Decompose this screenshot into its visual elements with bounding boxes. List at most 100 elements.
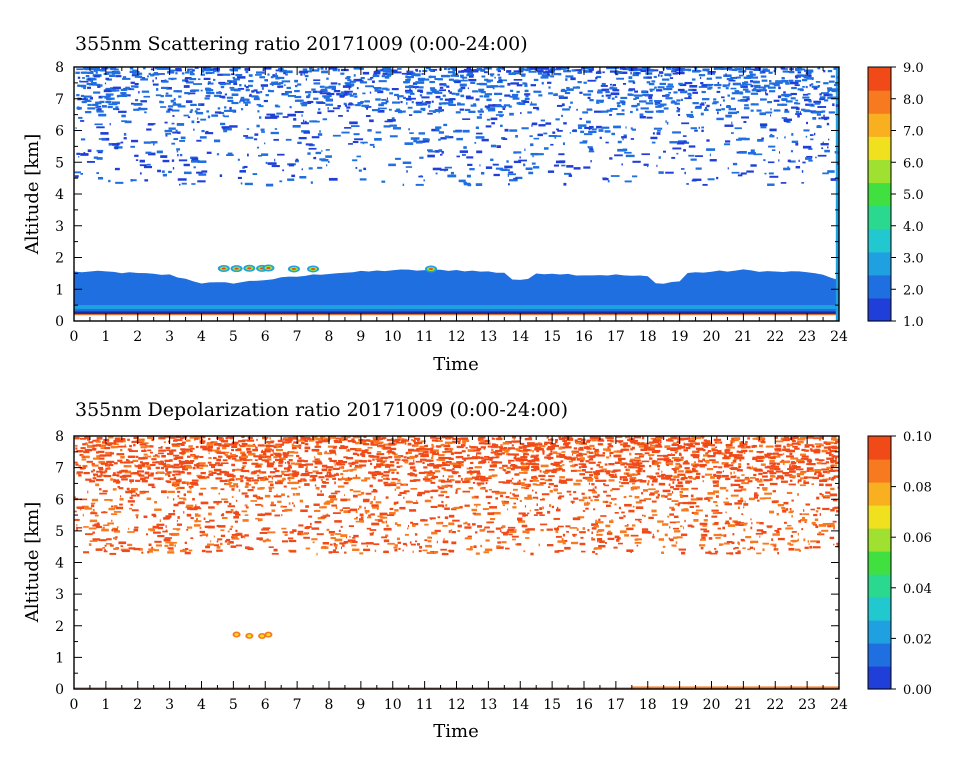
cirrus-mark: [316, 443, 319, 446]
cirrus-mark: [539, 482, 547, 485]
cirrus-mark: [429, 470, 432, 473]
cirrus-mark: [130, 179, 137, 182]
x-tick-label: 14: [511, 329, 529, 345]
cirrus-mark: [628, 76, 633, 79]
cirrus-mark: [578, 499, 585, 502]
cirrus-mark: [439, 168, 449, 171]
cirrus-mark: [371, 504, 379, 508]
cirrus-mark: [788, 470, 796, 473]
cirrus-mark: [759, 112, 767, 116]
cirrus-mark: [134, 154, 139, 157]
cirrus-mark: [382, 516, 388, 519]
cirrus-mark: [502, 481, 511, 484]
x-tick-label: 12: [448, 329, 466, 345]
cirrus-mark: [228, 502, 232, 506]
cirrus-mark: [194, 110, 198, 113]
cirrus-mark: [246, 450, 252, 454]
cirrus-mark: [733, 437, 741, 441]
cirrus-mark: [432, 167, 442, 171]
cirrus-mark: [367, 516, 372, 519]
cirrus-mark: [441, 485, 448, 488]
cirrus-mark: [269, 483, 274, 487]
cirrus-mark: [134, 464, 136, 467]
cirrus-mark: [375, 441, 384, 444]
cirrus-mark: [177, 178, 187, 181]
cirrus-mark: [774, 529, 780, 532]
cirrus-mark: [383, 527, 392, 531]
cirrus-mark: [654, 75, 657, 79]
cirrus-mark: [130, 488, 138, 491]
cirrus-mark: [749, 467, 758, 470]
cirrus-mark: [790, 534, 794, 538]
cirrus-mark: [122, 77, 131, 80]
cirrus-mark: [89, 519, 98, 523]
cirrus-mark: [435, 95, 441, 99]
cirrus-mark: [294, 463, 301, 466]
cirrus-mark: [95, 68, 101, 72]
cirrus-mark: [715, 537, 721, 539]
cirrus-mark: [210, 540, 212, 543]
cirrus-mark: [652, 460, 656, 463]
cirrus-mark: [108, 142, 112, 146]
cirrus-mark: [460, 437, 469, 440]
cirrus-mark: [413, 459, 415, 462]
cirrus-mark: [460, 455, 463, 459]
cirrus-mark: [688, 477, 697, 480]
cirrus-mark: [349, 469, 353, 472]
cirrus-mark: [303, 131, 310, 134]
cirrus-mark: [349, 94, 354, 97]
cirrus-mark: [599, 540, 605, 544]
cirrus-mark: [658, 156, 661, 159]
cirrus-mark: [166, 465, 175, 468]
cirrus-mark: [397, 541, 401, 544]
cirrus-mark: [634, 466, 641, 469]
cirrus-mark: [299, 176, 303, 178]
cirrus-mark: [518, 159, 527, 162]
cirrus-mark: [155, 544, 163, 547]
cirrus-mark: [164, 459, 171, 462]
cirrus-mark: [552, 131, 556, 134]
cirrus-mark: [737, 174, 743, 177]
cirrus-mark: [672, 442, 677, 445]
cirrus-mark: [191, 483, 198, 486]
cirrus-mark: [472, 481, 476, 484]
cirrus-mark: [387, 119, 396, 122]
cirrus-mark: [100, 132, 109, 135]
cirrus-mark: [249, 93, 252, 97]
cirrus-mark: [684, 81, 693, 85]
cirrus-mark: [253, 97, 260, 101]
cirrus-mark: [95, 483, 100, 487]
cirrus-mark: [239, 170, 246, 173]
cirrus-mark: [191, 120, 195, 124]
cirrus-mark: [217, 107, 221, 110]
cirrus-mark: [671, 100, 675, 103]
x-tick-label: 15: [543, 329, 561, 345]
cirrus-mark: [248, 74, 253, 77]
cirrus-mark: [378, 103, 384, 107]
cirrus-mark: [345, 77, 350, 80]
cirrus-mark: [95, 439, 100, 442]
cirrus-mark: [811, 111, 818, 114]
cirrus-mark: [750, 149, 755, 153]
cirrus-mark: [156, 455, 160, 458]
cirrus-mark: [369, 502, 373, 505]
cirrus-mark: [233, 88, 241, 92]
cirrus-mark: [294, 111, 304, 113]
cirrus-mark: [245, 86, 249, 89]
cirrus-mark: [103, 550, 108, 553]
cirrus-mark: [326, 471, 332, 474]
cirrus-mark: [632, 73, 639, 77]
cirrus-mark: [326, 77, 329, 80]
cirrus-mark: [205, 550, 212, 553]
cirrus-mark: [280, 505, 284, 508]
cirrus-mark: [247, 84, 253, 87]
cirrus-mark: [241, 492, 248, 495]
cirrus-mark: [572, 517, 581, 521]
cirrus-mark: [381, 98, 387, 101]
cirrus-mark: [819, 533, 822, 536]
cirrus-mark: [83, 471, 90, 475]
cirrus-mark: [216, 540, 219, 543]
cirrus-mark: [203, 517, 206, 521]
cirrus-mark: [502, 468, 506, 471]
cirrus-mark: [226, 455, 232, 458]
